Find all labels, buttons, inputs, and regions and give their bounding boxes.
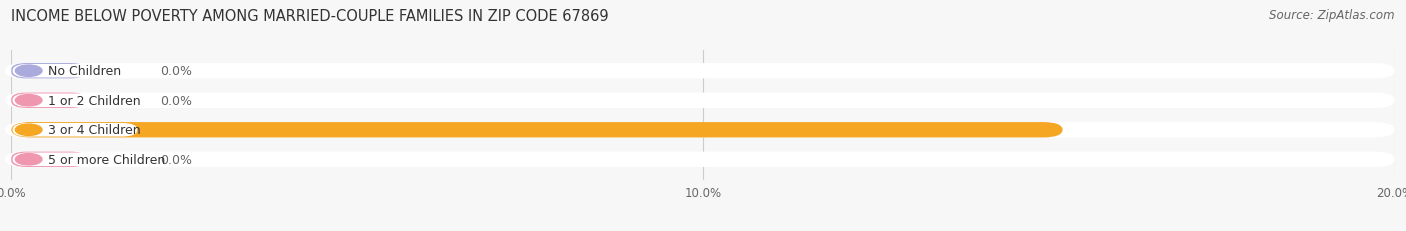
FancyBboxPatch shape <box>11 64 86 79</box>
FancyBboxPatch shape <box>11 123 1063 138</box>
Text: Source: ZipAtlas.com: Source: ZipAtlas.com <box>1270 9 1395 22</box>
FancyBboxPatch shape <box>6 93 1395 108</box>
FancyBboxPatch shape <box>13 124 138 137</box>
Text: 0.0%: 0.0% <box>160 94 193 107</box>
FancyBboxPatch shape <box>6 64 1395 79</box>
FancyBboxPatch shape <box>13 153 138 166</box>
Text: No Children: No Children <box>48 65 121 78</box>
Text: 5 or more Children: 5 or more Children <box>48 153 165 166</box>
FancyBboxPatch shape <box>13 65 138 78</box>
Text: 15.2%: 15.2% <box>1080 124 1123 137</box>
Text: INCOME BELOW POVERTY AMONG MARRIED-COUPLE FAMILIES IN ZIP CODE 67869: INCOME BELOW POVERTY AMONG MARRIED-COUPL… <box>11 9 609 24</box>
FancyBboxPatch shape <box>6 123 1395 138</box>
Circle shape <box>15 125 42 136</box>
Text: 3 or 4 Children: 3 or 4 Children <box>48 124 141 137</box>
Circle shape <box>15 154 42 165</box>
Text: 0.0%: 0.0% <box>160 153 193 166</box>
FancyBboxPatch shape <box>11 93 86 108</box>
Circle shape <box>15 95 42 106</box>
Circle shape <box>15 66 42 77</box>
Text: 0.0%: 0.0% <box>160 65 193 78</box>
FancyBboxPatch shape <box>13 94 138 107</box>
Text: 1 or 2 Children: 1 or 2 Children <box>48 94 141 107</box>
FancyBboxPatch shape <box>11 152 86 167</box>
FancyBboxPatch shape <box>6 152 1395 167</box>
